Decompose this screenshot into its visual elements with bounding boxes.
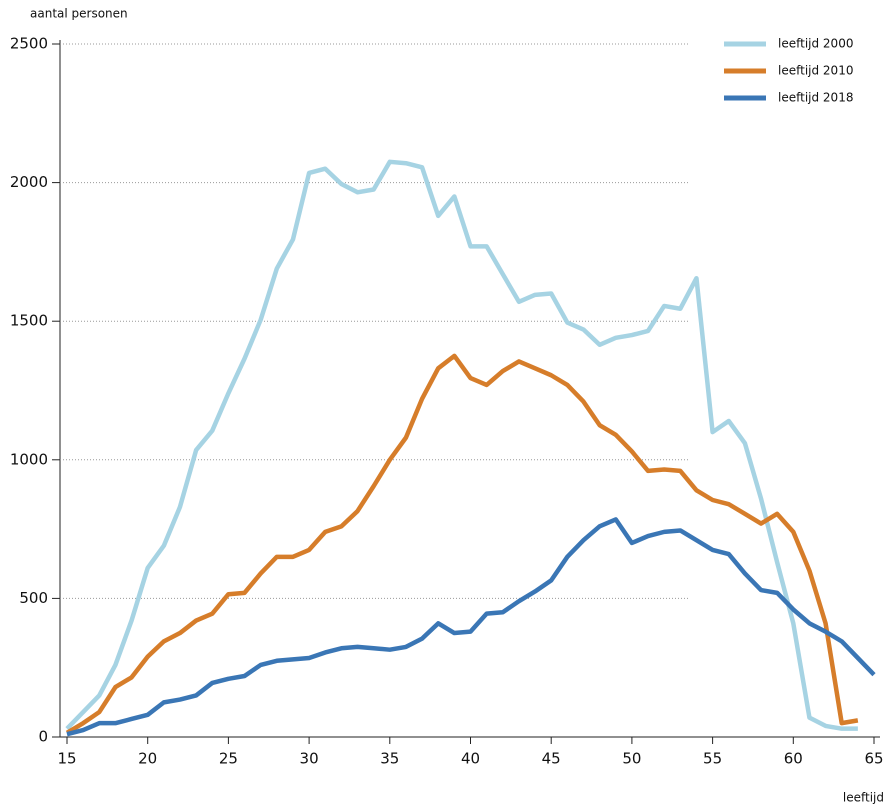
y-axis-label: aantal personen [30, 7, 128, 21]
y-tick-label: 2500 [10, 35, 48, 53]
x-tick-label: 45 [542, 750, 561, 768]
x-tick-label: 15 [57, 750, 76, 768]
x-tick-label: 25 [219, 750, 238, 768]
legend-label: leeftijd 2010 [778, 64, 853, 78]
legend-label: leeftijd 2000 [778, 37, 853, 51]
x-tick-label: 40 [461, 750, 480, 768]
x-tick-label: 35 [380, 750, 399, 768]
x-tick-label: 55 [703, 750, 722, 768]
legend-label: leeftijd 2018 [778, 91, 853, 105]
x-tick-label: 60 [784, 750, 803, 768]
x-tick-label: 20 [138, 750, 157, 768]
series-line [65, 353, 859, 735]
y-tick-label: 0 [38, 728, 48, 746]
x-tick-label: 65 [864, 750, 883, 768]
x-axis-label: leeftijd [843, 791, 884, 805]
y-tick-label: 1500 [10, 312, 48, 330]
series-line [65, 159, 858, 731]
x-tick-label: 50 [622, 750, 641, 768]
series-line [66, 517, 876, 737]
y-tick-label: 1000 [10, 450, 48, 468]
x-tick-label: 30 [300, 750, 319, 768]
y-tick-label: 500 [19, 589, 48, 607]
y-tick-label: 2000 [10, 173, 48, 191]
